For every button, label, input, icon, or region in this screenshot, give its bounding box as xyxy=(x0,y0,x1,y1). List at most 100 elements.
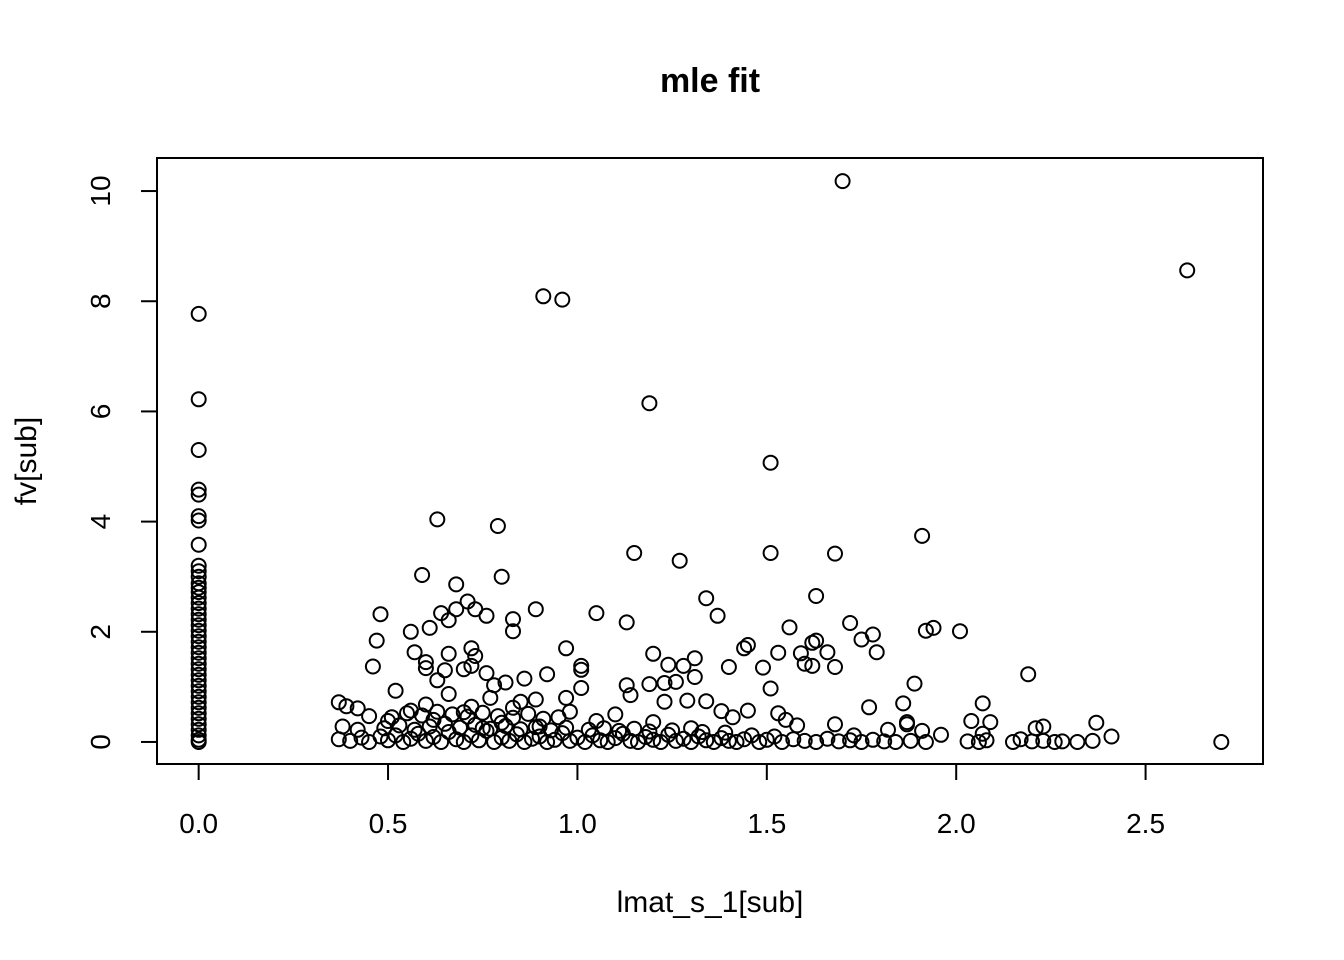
data-point xyxy=(505,699,521,716)
data-point xyxy=(489,518,506,534)
data-point xyxy=(402,623,419,640)
data-point xyxy=(190,721,207,738)
data-point xyxy=(720,659,737,675)
data-point xyxy=(645,645,662,662)
data-point xyxy=(190,672,207,689)
data-point xyxy=(709,607,726,624)
data-point xyxy=(542,722,559,739)
data-point xyxy=(190,442,207,458)
data-point xyxy=(959,733,976,750)
data-point xyxy=(190,661,207,678)
data-point xyxy=(505,623,521,640)
data-point xyxy=(1054,733,1071,750)
y-tick-label: 0 xyxy=(85,734,116,750)
data-point xyxy=(864,731,881,748)
data-point xyxy=(1213,734,1230,750)
data-point xyxy=(645,714,662,731)
data-point xyxy=(1020,666,1037,683)
data-point xyxy=(444,706,461,723)
data-point xyxy=(429,672,446,689)
data-point xyxy=(770,644,787,661)
data-point xyxy=(618,614,635,631)
data-point xyxy=(414,707,431,724)
data-point xyxy=(755,659,771,676)
data-point xyxy=(762,454,779,471)
data-point xyxy=(342,732,359,749)
data-point xyxy=(190,644,207,661)
data-point xyxy=(190,481,207,498)
data-point xyxy=(539,666,556,683)
data-point xyxy=(808,734,825,750)
data-point xyxy=(190,486,207,503)
data-point xyxy=(349,700,366,717)
data-point xyxy=(459,708,476,725)
data-point xyxy=(607,706,624,723)
data-point xyxy=(679,692,696,709)
data-point xyxy=(190,628,207,645)
data-point xyxy=(887,734,904,750)
data-point xyxy=(1005,734,1021,750)
data-point xyxy=(493,568,510,585)
data-point xyxy=(406,644,423,661)
data-point xyxy=(963,713,980,729)
data-point xyxy=(978,732,995,749)
data-point xyxy=(853,631,870,648)
data-point xyxy=(705,734,722,750)
data-point xyxy=(641,395,658,412)
data-point xyxy=(902,732,919,749)
y-tick-label: 8 xyxy=(85,293,116,309)
data-point xyxy=(558,719,575,736)
x-tick-label: 0.0 xyxy=(179,808,218,839)
data-point xyxy=(796,732,813,749)
data-point xyxy=(406,721,423,738)
data-point xyxy=(417,654,434,671)
data-point xyxy=(819,730,836,747)
data-point xyxy=(190,666,207,683)
data-point xyxy=(698,590,715,607)
data-point xyxy=(448,576,465,593)
data-point xyxy=(686,650,703,667)
data-point xyxy=(338,698,355,715)
data-point xyxy=(493,729,510,746)
data-point xyxy=(739,637,756,653)
data-point xyxy=(895,695,912,712)
data-point xyxy=(482,689,499,706)
plot-frame xyxy=(156,157,1264,765)
data-point xyxy=(440,686,457,702)
y-tick-label: 6 xyxy=(85,404,116,420)
data-point xyxy=(914,722,931,739)
data-point xyxy=(512,721,529,738)
data-point xyxy=(505,709,521,726)
data-point xyxy=(974,695,991,712)
data-point xyxy=(489,708,506,725)
data-point xyxy=(190,536,207,553)
x-axis-label: lmat_s_1[sub] xyxy=(617,886,804,919)
data-point xyxy=(190,589,207,606)
data-point xyxy=(698,693,715,710)
data-point xyxy=(535,710,552,727)
data-point xyxy=(554,291,571,308)
data-point xyxy=(675,657,692,674)
data-point xyxy=(190,734,207,750)
data-point xyxy=(452,719,468,736)
data-point xyxy=(588,605,605,622)
data-point xyxy=(580,721,597,738)
data-point xyxy=(842,615,859,631)
data-point xyxy=(478,607,495,624)
data-point xyxy=(417,696,434,713)
data-point xyxy=(626,720,643,737)
data-point xyxy=(804,657,821,674)
data-point xyxy=(349,721,366,738)
data-point xyxy=(758,731,775,748)
data-point xyxy=(739,702,756,719)
x-tick-label: 0.5 xyxy=(369,808,408,839)
data-point xyxy=(618,677,635,694)
data-point xyxy=(463,657,480,674)
data-point xyxy=(455,661,472,678)
data-point xyxy=(917,734,934,750)
data-point xyxy=(675,730,692,747)
data-point xyxy=(190,655,207,672)
data-point xyxy=(656,675,673,691)
data-point xyxy=(914,527,931,544)
data-point xyxy=(781,619,798,636)
